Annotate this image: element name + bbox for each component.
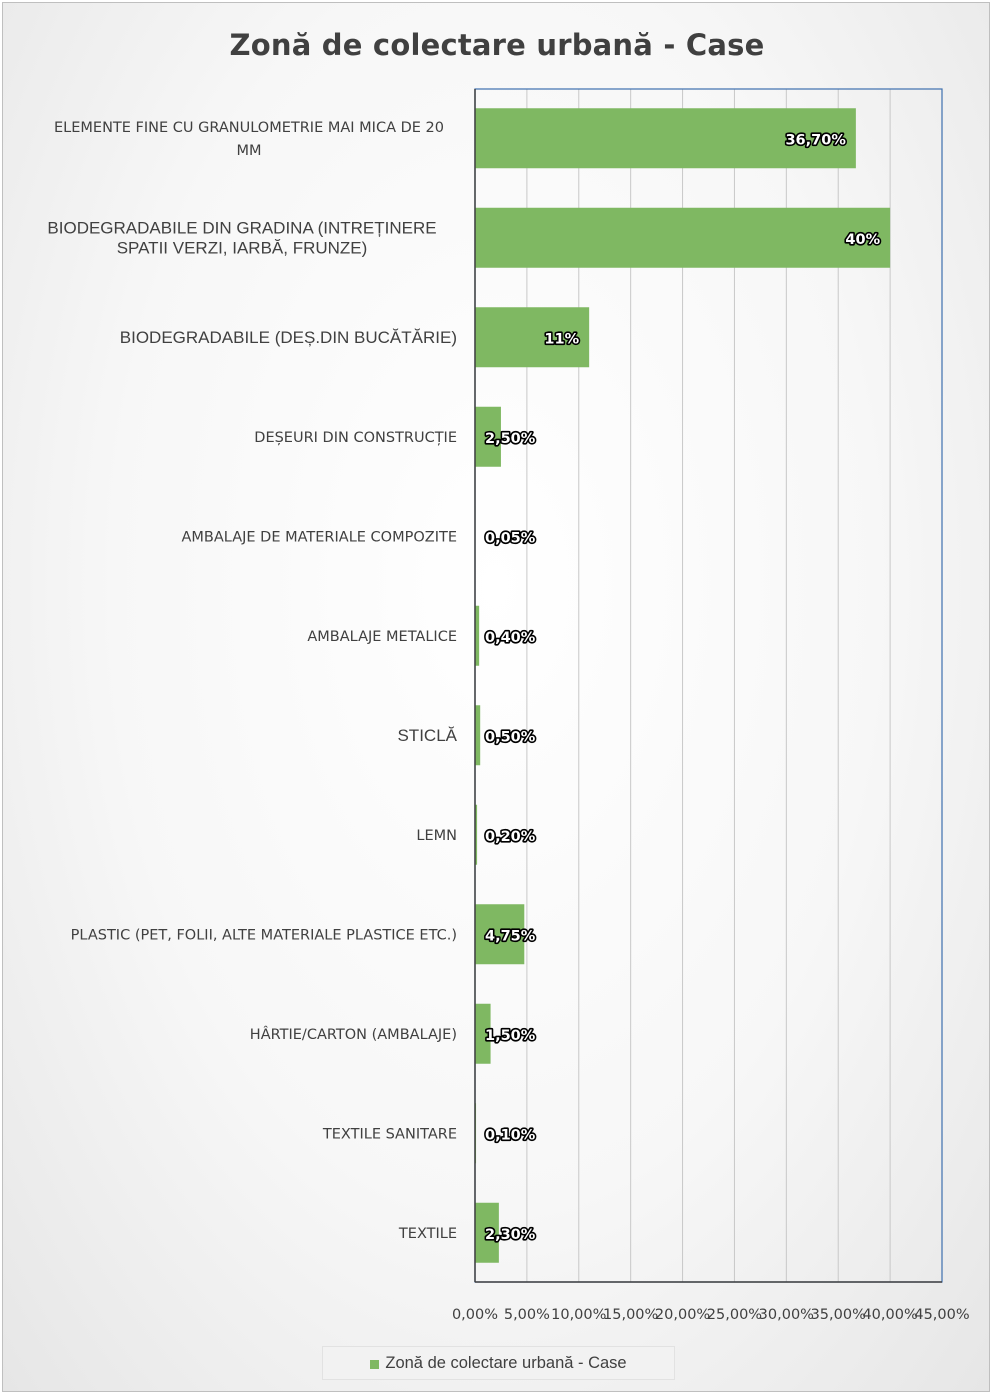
chart-title: Zonă de colectare urbană - Case	[229, 28, 765, 62]
category-label: TEXTILE SANITARE	[322, 1126, 457, 1142]
data-label: 0,10%	[485, 1127, 536, 1143]
data-label: 2,50%	[485, 431, 536, 447]
bar	[475, 1202, 499, 1263]
x-tick-label: 30,00%	[759, 1307, 814, 1323]
bar	[475, 605, 480, 666]
category-label: HÂRTIE/CARTON (AMBALAJE)	[250, 1025, 457, 1043]
x-tick-label: 20,00%	[655, 1307, 710, 1323]
data-label: 0,05%	[485, 530, 536, 546]
category-label: ELEMENTE FINE CU GRANULOMETRIE MAI MICA …	[54, 120, 444, 159]
data-label: 1,50%	[485, 1028, 536, 1044]
bar	[475, 1003, 491, 1064]
bar	[475, 904, 525, 965]
category-label-line: DEȘEURI DIN CONSTRUCȚIE	[254, 430, 457, 446]
bar	[475, 406, 501, 467]
bar	[475, 307, 590, 368]
data-label: 4,75%	[485, 928, 536, 944]
category-label-line: PLASTIC (PET, FOLII, ALTE MATERIALE PLAS…	[71, 927, 457, 943]
x-tick-label: 35,00%	[811, 1307, 866, 1323]
data-label: 36,70%	[785, 132, 846, 148]
category-label: LEMN	[416, 828, 457, 844]
category-label-line: ELEMENTE FINE CU GRANULOMETRIE MAI MICA …	[54, 120, 444, 136]
category-label-line: HÂRTIE/CARTON (AMBALAJE)	[250, 1025, 457, 1043]
category-label-line: BIODEGRADABILE DIN GRADINA (INTREȚINERE	[47, 219, 436, 238]
category-label: STICLĂ	[397, 726, 457, 745]
data-label: 0,50%	[485, 729, 536, 745]
legend-label: Zonă de colectare urbană - Case	[385, 1353, 627, 1372]
category-label-line: TEXTILE	[398, 1226, 457, 1242]
x-tick-label: 25,00%	[707, 1307, 762, 1323]
x-tick-label: 40,00%	[862, 1307, 917, 1323]
plot-border	[474, 88, 943, 1283]
data-label: 40%	[845, 232, 880, 248]
bar	[475, 108, 856, 169]
category-label-line: LEMN	[416, 828, 457, 844]
data-label: 11%	[544, 331, 579, 347]
data-label: 0,20%	[485, 829, 536, 845]
x-tick-label: 0,00%	[452, 1307, 498, 1323]
x-tick-label: 45,00%	[914, 1307, 969, 1323]
category-label-line: AMBALAJE METALICE	[307, 629, 457, 645]
category-label-line: MM	[236, 143, 261, 159]
category-label: AMBALAJE DE MATERIALE COMPOZITE	[182, 529, 458, 545]
category-label: BIODEGRADABILE (DEȘ.DIN BUCĂTĂRIE)	[120, 328, 457, 347]
data-label: 2,30%	[485, 1227, 536, 1243]
data-label: 0,40%	[485, 630, 536, 646]
x-tick-label: 5,00%	[504, 1307, 550, 1323]
bar	[475, 804, 478, 865]
category-label: BIODEGRADABILE DIN GRADINA (INTREȚINERE S…	[47, 219, 436, 258]
legend-swatch	[370, 1359, 380, 1369]
category-label: AMBALAJE METALICE	[307, 629, 457, 645]
legend: Zonă de colectare urbană - Case	[322, 1346, 675, 1380]
category-label-line: STICLĂ	[397, 726, 457, 745]
category-label-line: BIODEGRADABILE (DEȘ.DIN BUCĂTĂRIE)	[120, 328, 457, 347]
category-label-line: TEXTILE SANITARE	[322, 1126, 457, 1142]
category-label: TEXTILE	[398, 1226, 457, 1242]
x-tick-label: 10,00%	[551, 1307, 606, 1323]
category-label-line: SPATII VERZI, IARBĂ, FRUNZE)	[117, 239, 368, 258]
bar	[475, 705, 481, 766]
x-tick-label: 15,00%	[603, 1307, 658, 1323]
category-label: DEȘEURI DIN CONSTRUCȚIE	[254, 430, 457, 446]
category-label: PLASTIC (PET, FOLII, ALTE MATERIALE PLAS…	[71, 927, 457, 943]
category-label-line: AMBALAJE DE MATERIALE COMPOZITE	[182, 529, 458, 545]
bar	[475, 207, 891, 268]
